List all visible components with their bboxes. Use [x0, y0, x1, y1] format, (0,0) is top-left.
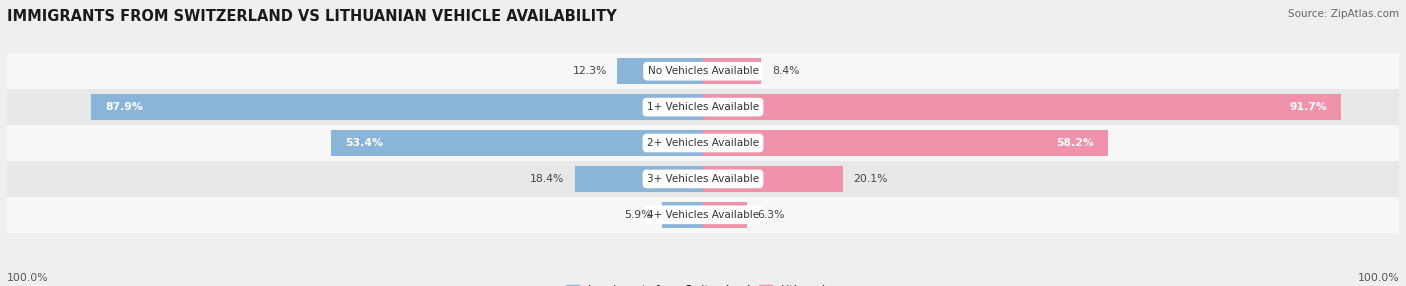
Text: No Vehicles Available: No Vehicles Available — [648, 66, 758, 76]
Bar — [703, 58, 762, 84]
Bar — [575, 166, 703, 192]
Text: 2+ Vehicles Available: 2+ Vehicles Available — [647, 138, 759, 148]
Text: 91.7%: 91.7% — [1289, 102, 1327, 112]
Text: 20.1%: 20.1% — [853, 174, 887, 184]
Bar — [662, 202, 703, 228]
Bar — [7, 53, 1399, 89]
Bar — [7, 161, 1399, 197]
Text: 1+ Vehicles Available: 1+ Vehicles Available — [647, 102, 759, 112]
Text: 100.0%: 100.0% — [1357, 273, 1399, 283]
Text: 4+ Vehicles Available: 4+ Vehicles Available — [647, 210, 759, 220]
Text: 5.9%: 5.9% — [624, 210, 651, 220]
Text: 6.3%: 6.3% — [758, 210, 785, 220]
Bar — [332, 130, 703, 156]
Text: 12.3%: 12.3% — [572, 66, 607, 76]
Bar — [91, 94, 703, 120]
Text: 18.4%: 18.4% — [530, 174, 564, 184]
Text: 8.4%: 8.4% — [772, 66, 800, 76]
Text: IMMIGRANTS FROM SWITZERLAND VS LITHUANIAN VEHICLE AVAILABILITY: IMMIGRANTS FROM SWITZERLAND VS LITHUANIA… — [7, 9, 617, 23]
Bar — [703, 202, 747, 228]
Bar — [7, 89, 1399, 125]
Text: 3+ Vehicles Available: 3+ Vehicles Available — [647, 174, 759, 184]
Bar — [7, 125, 1399, 161]
Text: 53.4%: 53.4% — [346, 138, 384, 148]
Legend: Immigrants from Switzerland, Lithuanian: Immigrants from Switzerland, Lithuanian — [562, 281, 844, 286]
Bar — [7, 197, 1399, 233]
Bar — [703, 94, 1341, 120]
Text: 58.2%: 58.2% — [1056, 138, 1094, 148]
Text: 87.9%: 87.9% — [105, 102, 143, 112]
Text: 100.0%: 100.0% — [7, 273, 49, 283]
Bar — [703, 130, 1108, 156]
Text: Source: ZipAtlas.com: Source: ZipAtlas.com — [1288, 9, 1399, 19]
Bar — [703, 166, 842, 192]
Bar — [617, 58, 703, 84]
